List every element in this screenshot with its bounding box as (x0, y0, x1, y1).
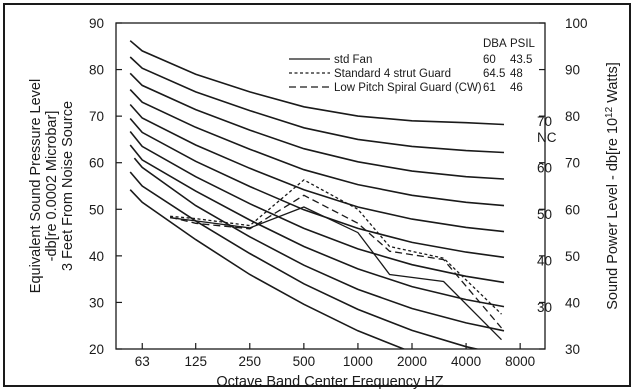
x-tick-label: 8000 (505, 354, 535, 369)
nc-curve-5 (129, 103, 505, 233)
x-tick-label: 125 (184, 354, 207, 369)
legend-series-name: std Fan (334, 54, 372, 66)
nc-curve-7 (129, 130, 505, 284)
x-tick-label: 2000 (397, 354, 427, 369)
chart-frame (3, 3, 631, 387)
series-line-2 (170, 179, 502, 315)
legend-dba-value: 64.5 (483, 68, 505, 80)
data-series (169, 179, 502, 341)
y-tick-label: 60 (89, 156, 104, 171)
x-tick-label: 500 (293, 354, 316, 369)
nc-curve-8 (129, 144, 505, 308)
y-tick-label: 90 (89, 16, 104, 31)
nc-curve-3 (129, 72, 505, 180)
y2-axis-label-sup: 12 (604, 106, 615, 118)
legend-dba-value: 61 (483, 82, 496, 94)
y2-axis-label-end: Watts] (605, 62, 621, 107)
series-line-1 (170, 206, 502, 341)
y-tick-label: 70 (89, 109, 104, 124)
legend-header-psil: PSIL (510, 38, 536, 50)
series-line-3 (169, 194, 502, 329)
y2-tick-label: 100 (565, 16, 588, 31)
x-tick-label: 1000 (343, 354, 373, 369)
y2-tick-label: 40 (565, 295, 580, 310)
legend-psil-value: 43.5 (510, 54, 532, 66)
y-axis-label-line-2: -db[re 0.0002 Microbar] (44, 111, 60, 262)
x-tick-label: 63 (135, 354, 150, 369)
nc-label: 50 (537, 207, 552, 222)
y-axis-label-line-3: 3 Feet From Noise Source (60, 101, 76, 271)
legend-series-name: Low Pitch Spiral Guard (CW) (334, 82, 482, 94)
nc-header: NC (537, 130, 557, 145)
y-axis-label-line-1: Equivalent Sound Pressure Level (28, 79, 44, 293)
y2-tick-label: 50 (565, 249, 580, 264)
y-axis-label: Equivalent Sound Pressure Level -db[re 0… (28, 79, 76, 293)
legend-psil-value: 46 (510, 82, 523, 94)
nc-curve-2 (129, 56, 505, 154)
nc-curve-10 (129, 171, 481, 349)
y2-tick-label: 30 (565, 342, 580, 357)
plot-area (115, 22, 546, 350)
x-axis-label: Octave Band Center Frequency HZ (216, 374, 443, 390)
y-tick-label: 30 (89, 295, 104, 310)
nc-curve-6 (129, 117, 505, 259)
y2-axis-label-text: Sound Power Level - db[re 10 (605, 118, 621, 310)
legend-psil-value: 48 (510, 68, 523, 80)
y-tick-label: 40 (89, 249, 104, 264)
y-tick-label: 20 (89, 342, 104, 357)
legend: DBA PSIL std Fan 60 43.5 Standard 4 strut G… (289, 38, 536, 94)
nc-curves (129, 40, 505, 349)
y2-axis-label: Sound Power Level - db[re 1012 Watts] (604, 62, 621, 310)
nc-label: 60 (537, 160, 552, 175)
nc-curve-9 (133, 157, 505, 332)
nc-curve-11 (129, 189, 406, 349)
nc-labels: 70 60 50 40 30 (537, 114, 552, 315)
y2-tick-label: 90 (565, 63, 580, 78)
legend-series-name: Standard 4 strut Guard (334, 68, 451, 80)
nc-label: 70 (537, 114, 552, 129)
legend-header-dba: DBA (483, 38, 507, 50)
nc-label: 30 (537, 300, 552, 315)
y2-tick-label: 60 (565, 202, 580, 217)
axis-ticks: 20 30 40 50 60 70 80 90 30 40 50 60 70 80 90 100 63 125 25… (89, 16, 588, 369)
legend-dba-value: 60 (483, 54, 496, 66)
y-tick-label: 80 (89, 63, 104, 78)
nc-curve-1 (129, 40, 505, 126)
y2-tick-label: 80 (565, 109, 580, 124)
nc-label: 40 (537, 254, 552, 269)
y-tick-label: 50 (89, 202, 104, 217)
nc-curve-4 (129, 89, 505, 207)
y2-tick-label: 70 (565, 156, 580, 171)
x-tick-label: 4000 (451, 354, 481, 369)
x-tick-label: 250 (239, 354, 262, 369)
